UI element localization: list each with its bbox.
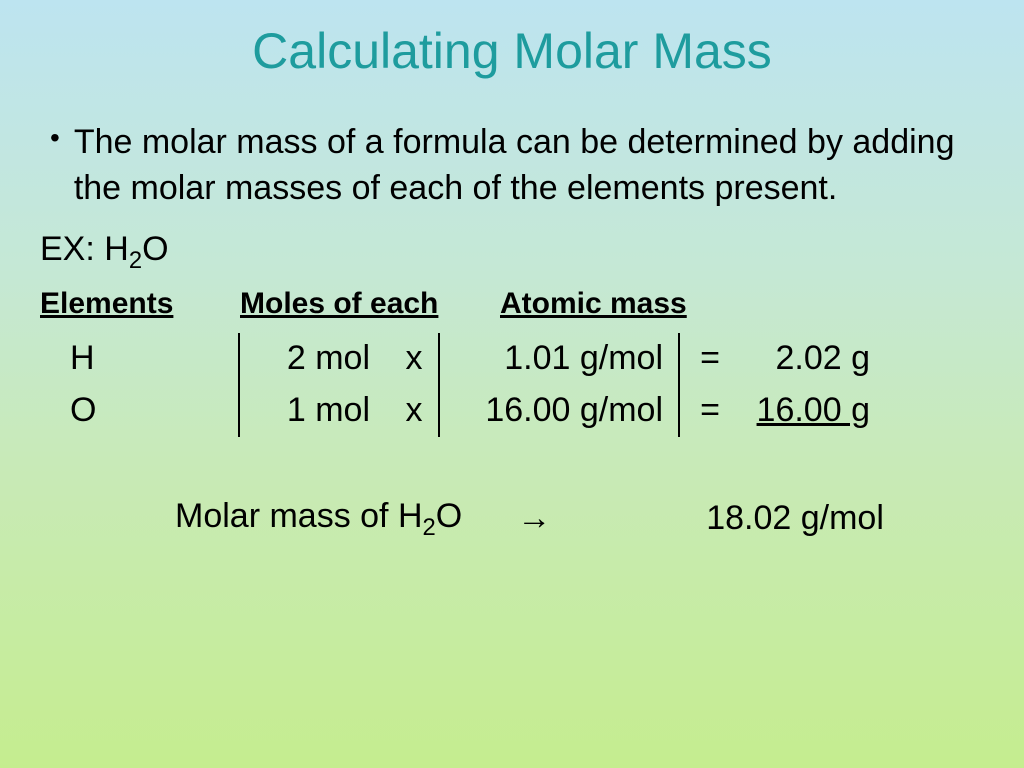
- table-row: O 1 mol x 16.00 g/mol = 16.00 g: [40, 385, 984, 437]
- final-value: 18.02 g/mol: [706, 499, 884, 538]
- slide-container: Calculating Molar Mass • The molar mass …: [0, 0, 1024, 768]
- cell-atomic-mass: 16.00 g/mol: [440, 385, 680, 437]
- header-elements: Elements: [40, 287, 240, 321]
- final-sub: 2: [423, 513, 436, 540]
- final-suffix: O: [436, 497, 462, 535]
- example-label: EX: H2O: [40, 230, 984, 275]
- final-result-row: Molar mass of H2O → 18.02 g/mol: [40, 497, 984, 542]
- ex-prefix: EX: H: [40, 230, 129, 268]
- cell-operator: x: [390, 385, 440, 437]
- cell-element: H: [40, 333, 240, 385]
- cell-equals: =: [680, 391, 740, 430]
- calculation-table: H 2 mol x 1.01 g/mol = 2.02 g O 1 mol x …: [40, 333, 984, 437]
- final-prefix: Molar mass of H: [175, 497, 423, 535]
- bullet-text: The molar mass of a formula can be deter…: [74, 120, 984, 212]
- final-label: Molar mass of H2O: [175, 497, 462, 542]
- cell-operator: x: [390, 333, 440, 385]
- cell-atomic-mass: 1.01 g/mol: [440, 333, 680, 385]
- ex-suffix: O: [142, 230, 168, 268]
- arrow-icon: →: [517, 499, 551, 538]
- table-row: H 2 mol x 1.01 g/mol = 2.02 g: [40, 333, 984, 385]
- bullet-dot-icon: •: [50, 120, 60, 156]
- bullet-item: • The molar mass of a formula can be det…: [40, 120, 984, 212]
- cell-equals: =: [680, 339, 740, 378]
- table-headers: Elements Moles of each Atomic mass: [40, 287, 984, 321]
- slide-title: Calculating Molar Mass: [40, 22, 984, 80]
- cell-element: O: [40, 385, 240, 437]
- header-moles: Moles of each: [240, 287, 500, 321]
- cell-moles: 2 mol: [240, 333, 390, 385]
- cell-result: 16.00 g: [740, 391, 870, 430]
- ex-sub: 2: [129, 247, 142, 274]
- header-atomic-mass: Atomic mass: [500, 287, 687, 321]
- cell-moles: 1 mol: [240, 385, 390, 437]
- cell-result: 2.02 g: [740, 339, 870, 378]
